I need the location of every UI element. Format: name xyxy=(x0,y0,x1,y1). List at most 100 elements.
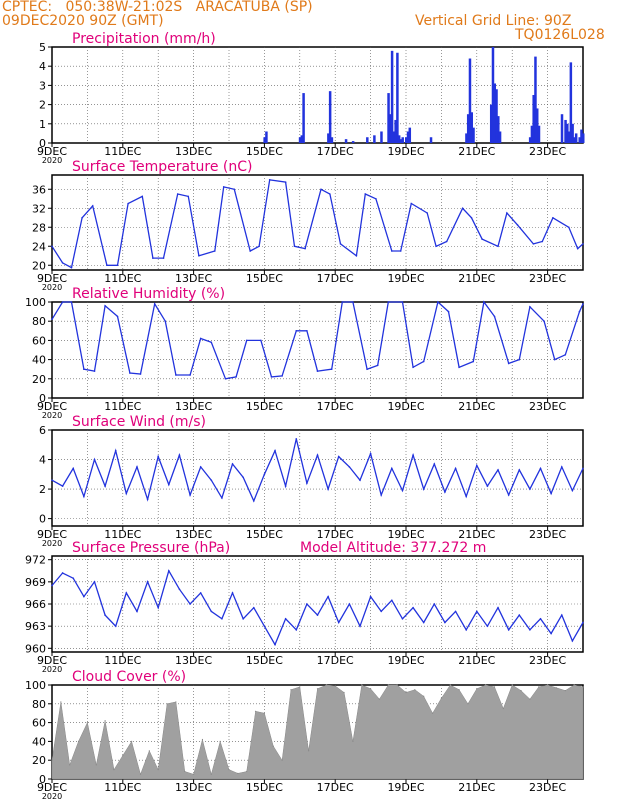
cloud-cover-point xyxy=(281,759,283,761)
temperature-point xyxy=(233,188,236,191)
cloud-cover-point xyxy=(157,769,159,771)
precipitation-bar xyxy=(574,133,578,143)
wind-point xyxy=(252,500,255,502)
temperature-point xyxy=(399,250,402,252)
wind-point xyxy=(454,467,457,470)
pressure-point xyxy=(189,603,191,605)
humidity-point xyxy=(175,374,177,376)
temperature-ytick-label: 32 xyxy=(32,202,46,215)
temperature-xtick-label: 13DEC xyxy=(175,272,212,285)
cloud-cover-point xyxy=(316,688,319,690)
precipitation-bar xyxy=(571,123,574,143)
temperature-point xyxy=(461,207,464,210)
wind-point xyxy=(560,466,563,468)
pressure-year-label: 2020 xyxy=(42,665,62,674)
humidity-point xyxy=(210,341,213,344)
wind-point xyxy=(51,479,53,482)
cloud-cover-ytick-label: 20 xyxy=(32,754,46,767)
humidity-point xyxy=(578,310,581,313)
precipitation-ytick-label: 3 xyxy=(39,79,46,92)
temperature-point xyxy=(51,245,53,248)
precipitation-bar xyxy=(373,135,376,143)
wind-point xyxy=(412,454,414,456)
temperature-frame xyxy=(51,174,584,271)
pressure-point xyxy=(178,588,181,591)
pressure-point xyxy=(83,595,85,598)
humidity-point xyxy=(316,370,319,372)
cloud-cover-point xyxy=(458,689,460,691)
cloud-cover-year-label: 2020 xyxy=(42,792,62,800)
precipitation-ytick-label: 4 xyxy=(39,60,46,73)
pressure-point xyxy=(518,614,521,616)
humidity-point xyxy=(224,378,227,380)
pressure-point xyxy=(242,617,244,620)
temperature-point xyxy=(162,257,165,259)
precipitation-xtick-label: 15DEC xyxy=(246,145,283,158)
temperature-point xyxy=(445,240,448,243)
pressure-point xyxy=(72,577,75,579)
cloud-cover-point xyxy=(485,684,487,686)
wind-year-label: 2020 xyxy=(42,539,62,548)
humidity-xtick-label: 9DEC xyxy=(37,400,67,413)
temperature-point xyxy=(329,193,331,195)
pressure-point xyxy=(104,614,106,616)
wind-ytick-label: 2 xyxy=(39,483,46,496)
cloud-cover-xtick-label: 13DEC xyxy=(175,781,212,794)
wind-ytick-label: 4 xyxy=(39,454,46,467)
cloud-cover-point xyxy=(86,722,88,724)
pressure-point xyxy=(539,617,542,620)
precipitation-bar xyxy=(401,137,404,143)
precipitation-ytick-label: 2 xyxy=(39,99,46,112)
temperature-point xyxy=(426,212,429,214)
temperature-point xyxy=(304,247,306,250)
temperature-ytick-label: 36 xyxy=(32,183,46,196)
cloud-cover-point xyxy=(555,687,558,689)
precipitation-year-label: 2020 xyxy=(42,156,62,165)
cloud-cover-panel: 0 20 40 60 80 100 9DEC 11DEC 13DEC 15DEC 17DEC 19DE… xyxy=(25,669,584,800)
precipitation-bar xyxy=(429,137,433,143)
pressure-point xyxy=(51,584,53,587)
humidity-point xyxy=(199,337,202,340)
pressure-point xyxy=(61,572,64,574)
temperature-point xyxy=(91,205,94,207)
cloud-cover-point xyxy=(228,769,230,771)
precipitation-bar xyxy=(380,131,383,143)
humidity-point xyxy=(153,303,156,305)
cloud-cover-point xyxy=(175,701,177,703)
humidity-line xyxy=(51,300,584,380)
temperature-point xyxy=(516,224,519,226)
cloud-cover-title: Cloud Cover (%) xyxy=(72,669,186,685)
wind-point xyxy=(337,455,340,458)
wind-point xyxy=(168,483,170,486)
pressure-point xyxy=(401,617,404,620)
pressure-xtick-label: 17DEC xyxy=(317,654,354,667)
pressure-point xyxy=(422,621,425,624)
pressure-point xyxy=(391,599,393,602)
chart-header: CPTEC: 050:38W-21:02S ARACATUBA (SP) 09D… xyxy=(0,0,618,48)
humidity-xtick-label: 23DEC xyxy=(529,400,566,413)
pressure-point xyxy=(465,629,467,631)
precipitation-bar xyxy=(532,95,535,143)
temperature-point xyxy=(410,202,413,205)
precipitation-bar xyxy=(564,119,567,143)
wind-point xyxy=(582,467,584,470)
humidity-point xyxy=(341,301,344,303)
humidity-xtick-label: 19DEC xyxy=(387,400,424,413)
cloud-cover-xtick-label: 23DEC xyxy=(529,781,566,794)
precipitation-bar xyxy=(498,131,502,143)
precipitation-bar xyxy=(472,127,475,143)
humidity-point xyxy=(582,303,584,305)
pressure-point xyxy=(327,595,329,598)
humidity-point xyxy=(260,339,262,342)
precipitation-ytick-label: 5 xyxy=(39,41,46,54)
temperature-xtick-label: 11DEC xyxy=(104,272,141,285)
cloud-cover-point xyxy=(113,769,115,771)
cloud-cover-ytick-label: 80 xyxy=(32,698,46,711)
humidity-point xyxy=(104,305,106,307)
humidity-point xyxy=(493,315,496,318)
pressure-title: Surface Pressure (hPa) xyxy=(72,540,230,556)
pressure-point xyxy=(380,610,383,613)
cloud-cover-point xyxy=(352,740,354,743)
humidity-title: Relative Humidity (%) xyxy=(72,286,225,302)
